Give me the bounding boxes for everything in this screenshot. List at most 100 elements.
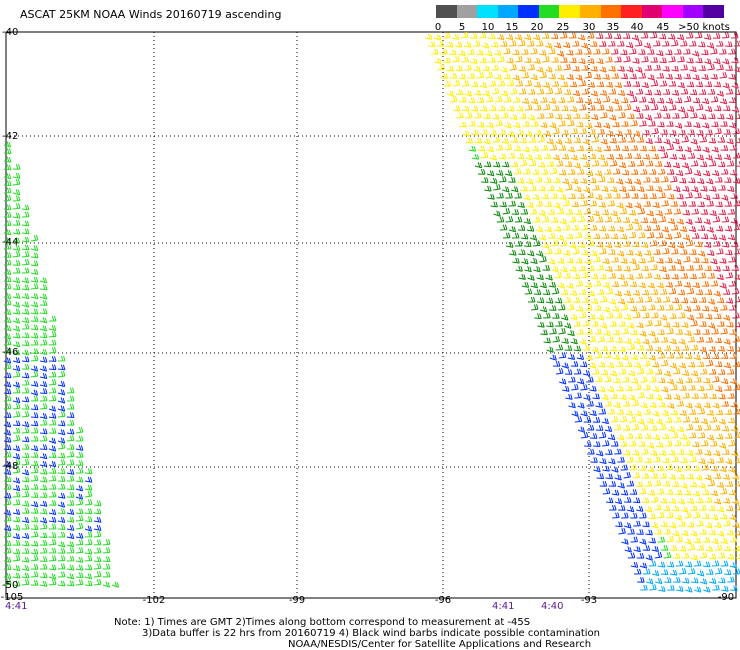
wind-barb xyxy=(546,138,554,145)
wind-barb xyxy=(535,226,544,233)
wind-barb xyxy=(521,72,530,79)
wind-barb xyxy=(530,257,538,264)
wind-barb xyxy=(701,440,709,447)
wind-barb xyxy=(609,345,618,352)
wind-barb xyxy=(709,233,718,240)
wind-barb xyxy=(669,129,677,136)
wind-barb xyxy=(687,568,696,575)
wind-barb xyxy=(668,56,676,63)
note-line-2: 3)Data buffer is 22 hrs from 20160719 4)… xyxy=(142,628,600,639)
wind-barb xyxy=(691,393,699,399)
wind-barb xyxy=(634,224,643,231)
wind-barb xyxy=(543,130,551,137)
wind-barb xyxy=(524,57,532,63)
wind-barb xyxy=(674,258,682,265)
wind-barb xyxy=(729,536,738,543)
wind-barb xyxy=(442,32,451,39)
wind-barb xyxy=(630,354,638,361)
wind-barb xyxy=(704,265,712,272)
wind-barb xyxy=(673,577,681,583)
wind-barb xyxy=(695,81,704,88)
wind-barb xyxy=(84,548,93,555)
wind-barb xyxy=(48,532,57,538)
wind-barb xyxy=(613,193,621,199)
wind-barb xyxy=(676,34,685,41)
wind-barb xyxy=(565,184,573,191)
wind-barb xyxy=(530,98,539,105)
wind-barb xyxy=(560,240,568,247)
wind-barb xyxy=(3,372,12,379)
wind-barb xyxy=(483,138,491,145)
wind-barb xyxy=(3,237,12,244)
wind-barb xyxy=(528,296,536,303)
wind-barb xyxy=(729,144,738,151)
wind-barb xyxy=(428,41,436,48)
wind-barb xyxy=(30,332,39,339)
wind-barb xyxy=(702,561,711,568)
wind-barb xyxy=(715,433,724,440)
wind-barb xyxy=(48,437,57,444)
wind-barb xyxy=(729,169,738,176)
wind-barb xyxy=(568,376,576,383)
wind-barb xyxy=(483,161,492,168)
wind-barb xyxy=(656,488,665,495)
wind-barb xyxy=(571,383,579,391)
wind-barb xyxy=(726,160,735,167)
wind-barb xyxy=(618,505,626,511)
wind-barb xyxy=(687,314,695,321)
wind-barb xyxy=(596,473,605,480)
wind-barb xyxy=(526,225,535,232)
wind-barb xyxy=(698,457,706,465)
wind-barb xyxy=(616,226,625,233)
wind-barb xyxy=(639,512,647,519)
wind-barb xyxy=(579,311,587,319)
wind-barb xyxy=(648,513,656,520)
wind-barb xyxy=(695,448,703,455)
wind-barb xyxy=(3,141,12,148)
wind-barb xyxy=(568,242,577,249)
wind-barb xyxy=(12,466,21,474)
wind-barb xyxy=(726,553,735,560)
wind-barb xyxy=(21,332,30,339)
wind-barb xyxy=(720,145,729,151)
lon-label: -99 xyxy=(288,595,306,606)
wind-barb xyxy=(514,216,523,223)
wind-barb xyxy=(646,185,654,191)
wind-barb xyxy=(554,87,563,95)
wind-barb xyxy=(673,208,682,215)
wind-barb xyxy=(57,364,66,371)
wind-barb xyxy=(598,225,607,232)
wind-barb xyxy=(664,416,673,423)
wind-barb xyxy=(649,217,658,224)
wind-barb xyxy=(516,153,525,160)
wind-barb xyxy=(507,152,516,159)
wind-barb xyxy=(568,216,577,223)
wind-barb xyxy=(620,97,629,104)
wind-barb xyxy=(642,153,651,160)
wind-barb xyxy=(57,508,66,515)
wind-barb xyxy=(39,523,48,530)
wind-barb xyxy=(686,57,694,64)
wind-barb xyxy=(515,265,523,272)
wind-barb xyxy=(720,513,728,520)
wind-barb xyxy=(566,73,574,80)
wind-barb xyxy=(578,265,586,272)
wind-barb xyxy=(659,497,668,504)
wind-barb xyxy=(701,257,709,264)
wind-barb xyxy=(632,241,640,248)
wind-barb xyxy=(667,584,675,591)
wind-barb xyxy=(648,168,657,175)
wind-barb xyxy=(727,234,736,241)
wind-barb xyxy=(518,249,526,256)
wind-barb xyxy=(669,104,677,111)
wind-barb xyxy=(603,168,612,175)
lat-label: -40 xyxy=(2,27,19,38)
wind-barb xyxy=(674,440,682,447)
wind-barb xyxy=(12,228,21,235)
wind-barb xyxy=(698,41,706,48)
wind-barb xyxy=(630,145,639,151)
wind-barb xyxy=(717,345,726,352)
wind-barb xyxy=(665,257,673,264)
wind-barb xyxy=(633,520,641,527)
wind-barb xyxy=(672,162,681,169)
